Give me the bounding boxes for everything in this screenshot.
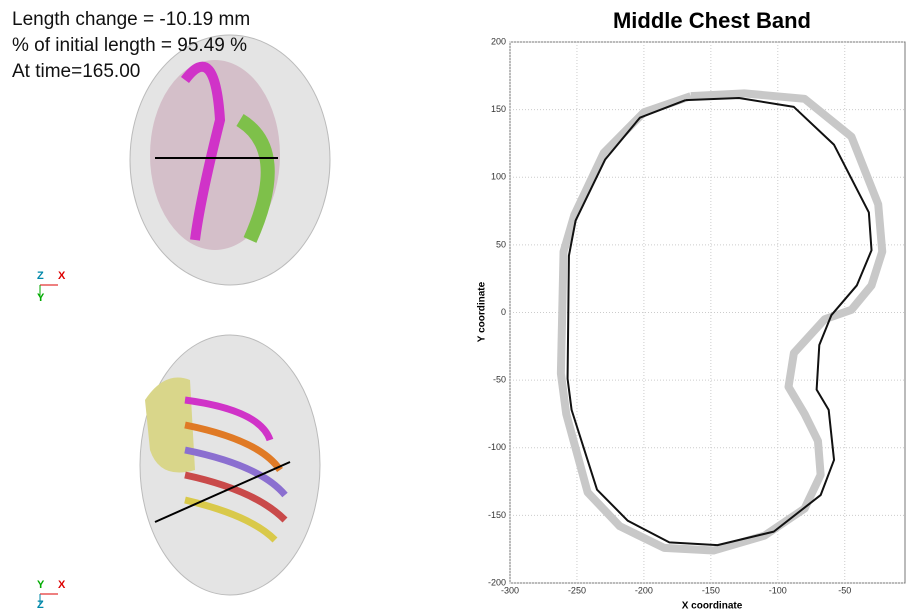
x-tick-label: -50 <box>838 585 851 595</box>
chart: Length change = -10.19 mm % of initial l… <box>0 0 909 611</box>
y-tick-label: 50 <box>496 239 506 249</box>
overlay-text: At time=165.00 <box>12 61 140 82</box>
y-tick-label: -150 <box>488 510 506 520</box>
y-tick-label: -50 <box>493 375 506 385</box>
y-tick-label: 200 <box>491 36 506 46</box>
y-tick-label: 150 <box>491 104 506 114</box>
screen: Length change = -10.19 mm % of initial l… <box>0 0 909 611</box>
overlay-text: % of initial length = 95.49 % <box>12 35 247 56</box>
triad-label: Z <box>37 270 44 282</box>
triad-label: X <box>58 270 66 282</box>
triad-label: Y <box>37 579 45 591</box>
y-tick-label: 0 <box>501 307 506 317</box>
triad-label: X <box>58 579 66 591</box>
overlay-text: Length change = -10.19 mm <box>12 9 250 30</box>
x-axis-label: X coordinate <box>682 601 743 611</box>
triad: Z X Y Y X Z <box>37 270 66 611</box>
y-axis-label: Y coordinate <box>477 281 488 342</box>
y-tick-label: -200 <box>488 577 506 587</box>
y-tick-label: -100 <box>488 442 506 452</box>
chest-band-line <box>561 93 882 550</box>
triad-label: Z <box>37 599 44 611</box>
y-tick-label: 100 <box>491 172 506 182</box>
triad-label: Y <box>37 292 45 304</box>
x-tick-label: -250 <box>568 585 586 595</box>
model-views <box>130 35 330 595</box>
x-tick-label: -200 <box>635 585 653 595</box>
chart-title: Middle Chest Band <box>613 8 811 33</box>
x-tick-label: -150 <box>702 585 720 595</box>
x-tick-label: -100 <box>769 585 787 595</box>
